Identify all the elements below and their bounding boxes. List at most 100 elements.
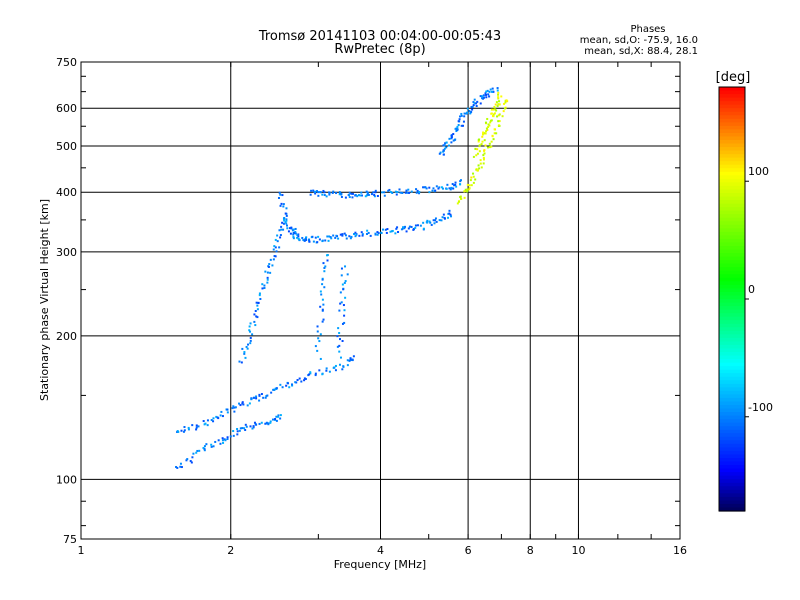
echo-point [447,144,450,147]
echo-point [462,120,465,123]
echo-point [454,181,457,184]
echo-point [498,120,501,123]
echo-point [430,223,433,226]
echo-point [267,265,270,268]
echo-point [496,105,499,108]
echo-point [279,204,282,207]
echo-point [473,98,476,101]
colorbar-segment [719,97,745,102]
echo-point [448,209,451,212]
echo-point [493,106,496,109]
echo-point [285,207,288,210]
colorbar-segment [719,323,745,328]
echo-point [279,417,282,420]
echo-point [455,130,458,133]
echo-point [364,195,367,198]
echo-point [241,402,244,405]
echo-point [252,425,255,428]
echo-point [248,329,251,332]
echo-point [204,422,207,425]
echo-point [442,144,445,147]
echo-point [239,404,242,407]
colorbar-segment [719,214,745,219]
echo-point [492,90,495,93]
echo-point [486,117,489,120]
colorbar-segment [719,154,745,159]
echo-point [458,115,461,118]
echo-point [274,418,277,421]
echo-point [495,132,498,135]
colorbar-segment [719,281,745,286]
echo-point [489,119,492,122]
echo-point [482,162,485,165]
echo-point [294,381,297,384]
echo-point [317,337,320,340]
echo-point [361,233,364,236]
echo-point [258,394,261,397]
echo-point [280,228,283,231]
echo-point [459,195,462,198]
echo-point [233,410,236,413]
echo-point [351,192,354,195]
echo-point [303,239,306,242]
echo-point [412,228,415,231]
echo-point [282,203,285,206]
y-tick-label: 400 [56,186,77,199]
echo-point [308,240,311,243]
colorbar-segment [719,344,745,350]
echo-point [210,445,213,448]
echo-point [445,146,448,149]
echo-point [272,248,275,251]
echo-point [318,369,321,372]
echo-point [345,237,348,240]
echo-point [323,286,326,289]
echo-point [253,421,256,424]
echo-point [328,370,331,373]
y-tick-label: 75 [63,533,77,546]
colorbar-segment [719,412,745,417]
echo-point [337,327,340,330]
echo-point [283,219,286,222]
echo-point [476,100,479,103]
echo-point [344,296,347,299]
y-tick-label: 500 [56,140,77,153]
echo-point [224,439,227,442]
echo-point [493,128,496,131]
echo-point [263,286,266,289]
colorbar-segment [719,500,745,505]
echo-point [426,219,429,222]
x-tick-label: 1 [78,544,85,557]
echo-point [450,137,453,140]
echo-point [425,221,428,224]
echo-point [343,281,346,284]
echo-point [359,194,362,197]
echo-point [339,356,342,359]
echo-point [404,225,407,228]
colorbar-segment [719,224,745,229]
echo-point [321,373,324,376]
colorbar-segment [719,122,745,127]
echo-point [249,322,252,325]
colorbar-segment [719,143,745,148]
echo-point [437,187,440,190]
echo-point [268,263,271,266]
echo-point [252,426,255,429]
echo-point [376,233,379,236]
colorbar-segment [719,366,745,371]
echo-point [195,428,198,431]
echo-point [503,107,506,110]
echo-point [463,190,466,193]
echo-point [283,217,286,220]
echo-point [480,143,483,146]
echo-point [239,427,242,430]
echo-point [182,430,185,433]
echo-point [497,91,500,94]
echo-point [292,232,295,235]
echo-point [214,440,217,443]
colorbar-segment [719,207,745,212]
y-tick-label: 750 [56,56,77,69]
echo-point [450,186,453,189]
echo-point [480,166,483,169]
echo-point [279,236,282,239]
echo-point [240,361,243,364]
